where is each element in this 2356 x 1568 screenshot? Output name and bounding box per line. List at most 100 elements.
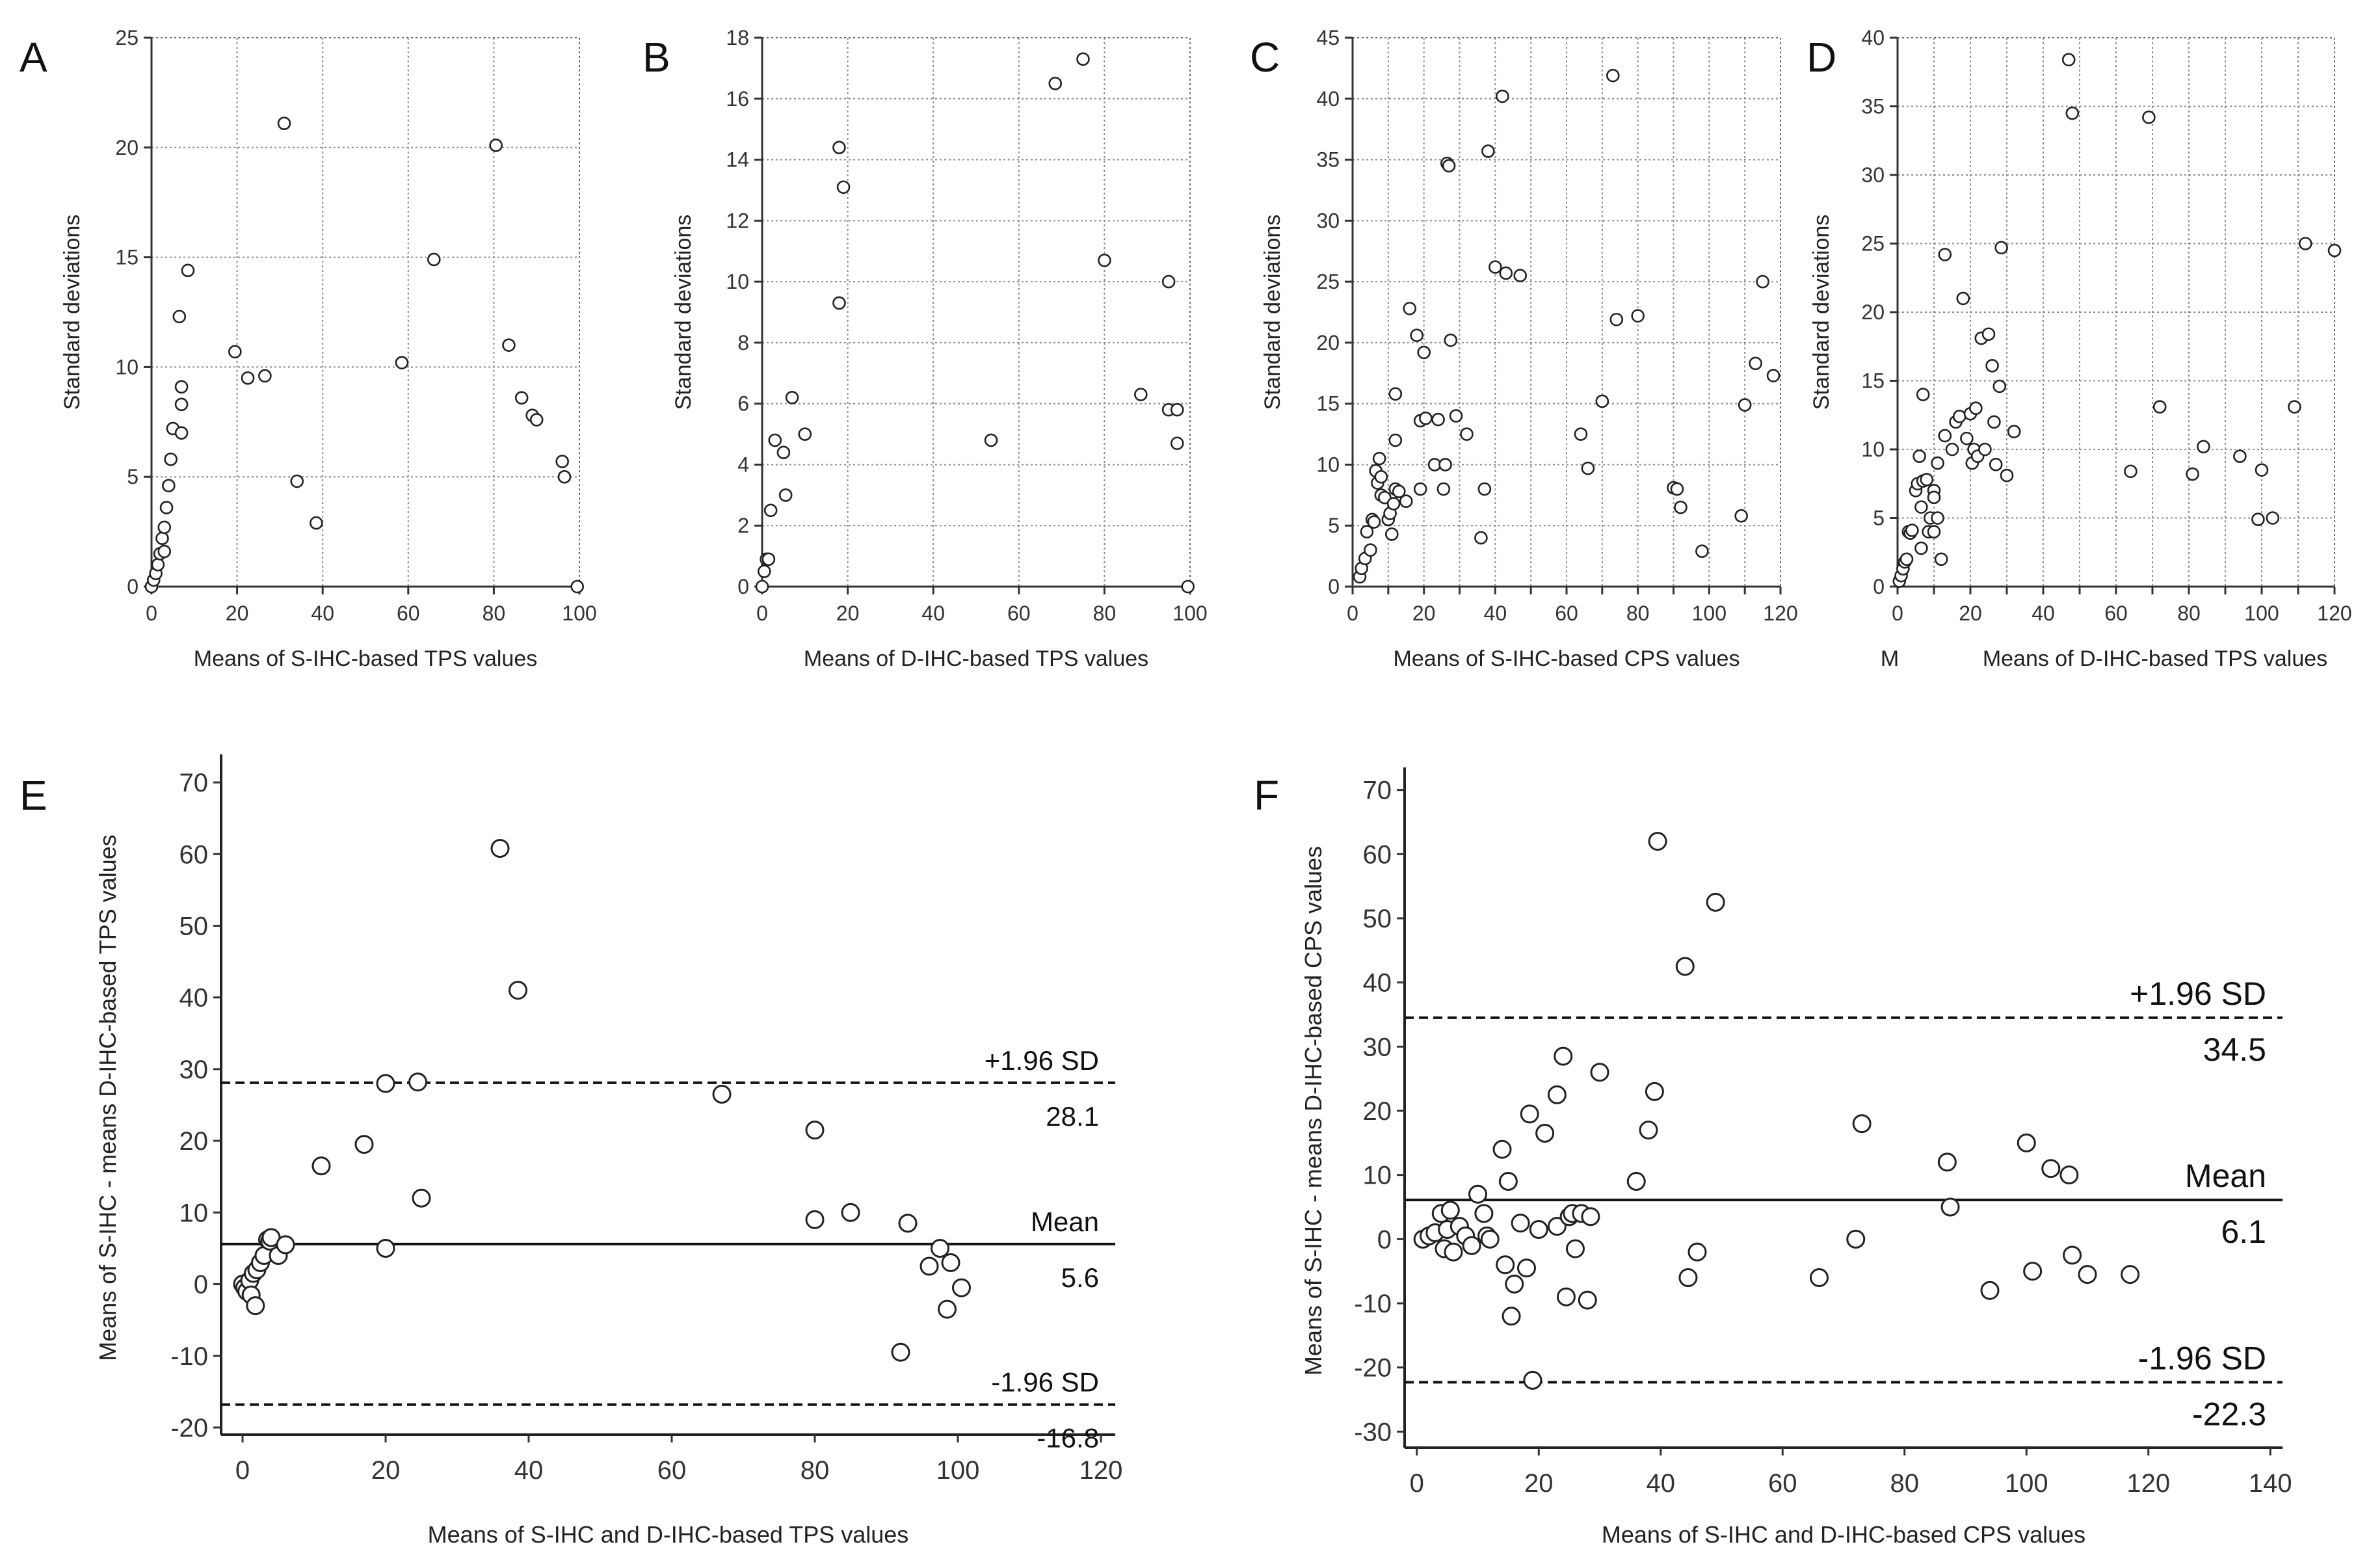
y-tick-label: 30 xyxy=(1363,1033,1392,1061)
data-point xyxy=(427,252,441,267)
data-point xyxy=(1392,485,1406,499)
data-point xyxy=(891,1342,910,1362)
data-point xyxy=(1442,159,1456,173)
panel-letter-e: E xyxy=(20,772,47,819)
data-point xyxy=(1927,490,1941,505)
data-point xyxy=(1756,274,1769,289)
data-point xyxy=(1462,1236,1481,1255)
y-tick-label: 5 xyxy=(1873,507,1885,530)
data-point xyxy=(1374,470,1388,484)
upper-loa-label: +1.96 SD xyxy=(985,1045,1099,1076)
x-tick-label: 40 xyxy=(311,602,334,625)
x-axis-title: Means of S-IHC-based TPS values xyxy=(194,646,538,671)
data-point xyxy=(174,397,189,412)
data-point xyxy=(1914,541,1928,555)
lower-loa-value: -22.3 xyxy=(2192,1396,2266,1432)
data-point xyxy=(1076,52,1090,66)
y-tick-label: 5 xyxy=(127,465,139,488)
y-tick-label: 18 xyxy=(726,26,749,49)
data-point xyxy=(157,520,172,535)
x-axis-title: Means of S-IHC-based CPS values xyxy=(1394,646,1740,671)
y-tick-label: 5 xyxy=(1328,514,1340,537)
x-tick-label: 80 xyxy=(801,1456,830,1485)
data-point xyxy=(1916,388,1930,401)
y-tick-label: 6 xyxy=(737,392,749,416)
data-point xyxy=(1489,260,1502,274)
data-point xyxy=(2266,511,2280,525)
data-point xyxy=(181,263,195,278)
x-tick-label: 100 xyxy=(2244,602,2279,625)
x-tick-label: 20 xyxy=(371,1456,401,1485)
data-point xyxy=(529,413,544,427)
data-point xyxy=(1440,1201,1460,1220)
data-point xyxy=(832,140,846,155)
data-point xyxy=(290,474,304,488)
data-point xyxy=(984,433,998,447)
data-point xyxy=(1474,1204,1494,1223)
data-point xyxy=(489,139,503,152)
plot-frame xyxy=(761,37,1191,587)
data-point xyxy=(1547,1085,1567,1104)
data-point xyxy=(938,1299,957,1319)
y-tick-label: 20 xyxy=(1363,1097,1392,1126)
data-point xyxy=(555,455,569,468)
y-tick-label: 20 xyxy=(115,136,139,159)
data-point xyxy=(1927,525,1941,538)
y-tick-label: 12 xyxy=(726,209,749,232)
x-tick-label: 80 xyxy=(483,602,506,625)
y-tick-label: 35 xyxy=(1861,95,1885,118)
data-point xyxy=(755,579,769,594)
data-point xyxy=(2152,400,2167,414)
data-point xyxy=(1385,527,1399,541)
panel-letter-a: A xyxy=(20,34,47,81)
data-point xyxy=(1595,394,1609,408)
panel-a: A 0 5 10 15 20 25 0 20 40 60 80 100 Means of S-IHC-ba… xyxy=(20,26,597,671)
y-tick-label: 40 xyxy=(179,984,209,1013)
data-point xyxy=(1631,309,1645,323)
x-tick-label: 120 xyxy=(2126,1469,2170,1498)
data-point xyxy=(1481,144,1495,158)
data-point xyxy=(1695,544,1709,558)
data-point xyxy=(1417,345,1431,360)
data-point xyxy=(1492,1139,1512,1159)
data-point xyxy=(246,1296,265,1316)
data-point xyxy=(2121,1265,2140,1284)
lower-loa-value: -16.8 xyxy=(1037,1423,1099,1454)
upper-loa-label: +1.96 SD xyxy=(2130,976,2266,1012)
y-tick-label: 40 xyxy=(1316,87,1340,111)
data-point xyxy=(258,369,272,383)
data-point xyxy=(1934,552,1948,566)
data-point xyxy=(1606,68,1620,83)
x-tick-label: 100 xyxy=(1692,602,1727,625)
data-point xyxy=(570,579,585,594)
data-point xyxy=(2065,106,2080,120)
y-tick-label: 4 xyxy=(737,453,749,476)
y-tick-label: -10 xyxy=(170,1342,208,1371)
data-point xyxy=(2063,1245,2082,1265)
mean-label: Mean xyxy=(1031,1206,1099,1237)
stray-glyph: M xyxy=(1881,646,1899,671)
data-point xyxy=(1498,1172,1518,1191)
y-tick-label: 30 xyxy=(1861,163,1885,187)
y-axis-title: Standard deviations xyxy=(60,215,85,410)
data-point xyxy=(1675,957,1695,976)
x-tick-label: 120 xyxy=(1079,1456,1123,1485)
data-point xyxy=(1529,1220,1548,1240)
x-tick-label: 40 xyxy=(514,1456,544,1485)
lower-loa-label: -1.96 SD xyxy=(991,1367,1099,1398)
data-point xyxy=(1413,482,1427,496)
x-tick-label: 0 xyxy=(1410,1469,1424,1498)
y-tick-label: 0 xyxy=(737,575,749,598)
data-point xyxy=(1535,1124,1555,1143)
data-point xyxy=(785,390,799,405)
y-tick-label: 0 xyxy=(194,1271,208,1299)
y-tick-label: 10 xyxy=(115,355,139,379)
data-point xyxy=(1513,269,1528,283)
data-point xyxy=(162,479,176,493)
data-point xyxy=(1688,1242,1707,1262)
data-point xyxy=(2298,237,2312,250)
y-tick-label: -20 xyxy=(170,1414,208,1442)
y-tick-label: 40 xyxy=(1861,26,1885,49)
y-tick-label: 50 xyxy=(179,912,209,940)
data-point xyxy=(1914,500,1928,514)
